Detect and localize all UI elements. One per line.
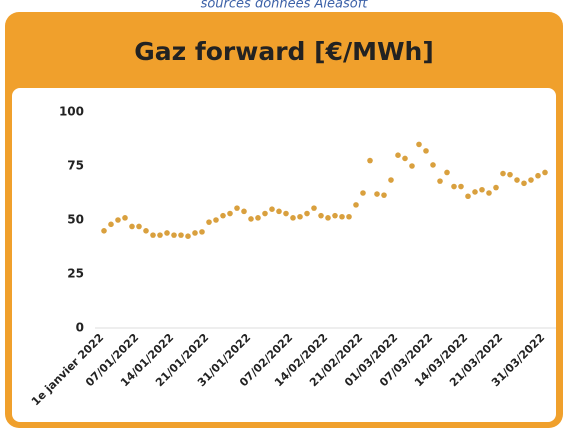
point	[304, 210, 310, 217]
y-tick-label: 0	[76, 321, 84, 335]
point	[185, 233, 191, 239]
point	[234, 205, 240, 211]
point	[367, 157, 373, 164]
point	[409, 163, 415, 169]
point	[290, 215, 296, 221]
point	[206, 219, 212, 225]
point	[472, 189, 478, 195]
point	[115, 217, 121, 223]
point	[248, 216, 254, 222]
point	[192, 230, 198, 236]
point	[283, 210, 289, 217]
point	[346, 213, 352, 220]
point	[157, 232, 163, 238]
point	[458, 183, 464, 190]
point	[227, 210, 233, 217]
point	[451, 183, 457, 190]
point	[535, 172, 541, 179]
y-tick-label: 100	[59, 105, 84, 119]
point	[150, 232, 156, 238]
point	[423, 148, 429, 154]
point	[381, 192, 387, 198]
point	[178, 232, 184, 238]
point	[318, 212, 324, 219]
point	[269, 206, 275, 212]
point	[339, 213, 345, 220]
point	[500, 170, 506, 177]
point	[255, 215, 261, 221]
point	[402, 155, 408, 162]
point	[220, 212, 226, 219]
point	[213, 217, 219, 223]
point	[262, 210, 268, 217]
point	[311, 205, 317, 211]
plot-area	[12, 88, 556, 422]
point	[276, 208, 282, 215]
point	[325, 215, 331, 221]
chart-title: Gaz forward [€/MWh]	[134, 37, 434, 66]
point	[521, 180, 527, 187]
point	[514, 177, 520, 183]
point	[395, 152, 401, 158]
point	[171, 232, 177, 238]
point	[297, 213, 303, 220]
point	[444, 169, 450, 176]
source-note: sources données Aleasoft	[201, 0, 369, 12]
point	[353, 202, 359, 208]
point	[136, 223, 142, 230]
point	[332, 212, 338, 219]
point	[479, 186, 485, 193]
point	[360, 190, 366, 196]
point	[437, 178, 443, 184]
point	[129, 223, 135, 230]
point	[416, 141, 422, 148]
point	[430, 162, 436, 168]
point	[486, 190, 492, 196]
point	[465, 193, 471, 200]
y-tick-label: 75	[67, 159, 84, 173]
point	[374, 191, 380, 197]
point	[493, 184, 499, 191]
y-tick-label: 50	[67, 213, 84, 227]
point	[388, 177, 394, 183]
point	[108, 221, 114, 228]
point	[507, 171, 513, 178]
point	[542, 169, 548, 176]
point	[122, 215, 128, 221]
y-tick-label: 25	[67, 267, 84, 281]
point	[143, 228, 149, 234]
point	[101, 228, 107, 234]
point	[241, 208, 247, 215]
point	[528, 177, 534, 183]
point	[164, 230, 170, 236]
point	[199, 229, 205, 235]
